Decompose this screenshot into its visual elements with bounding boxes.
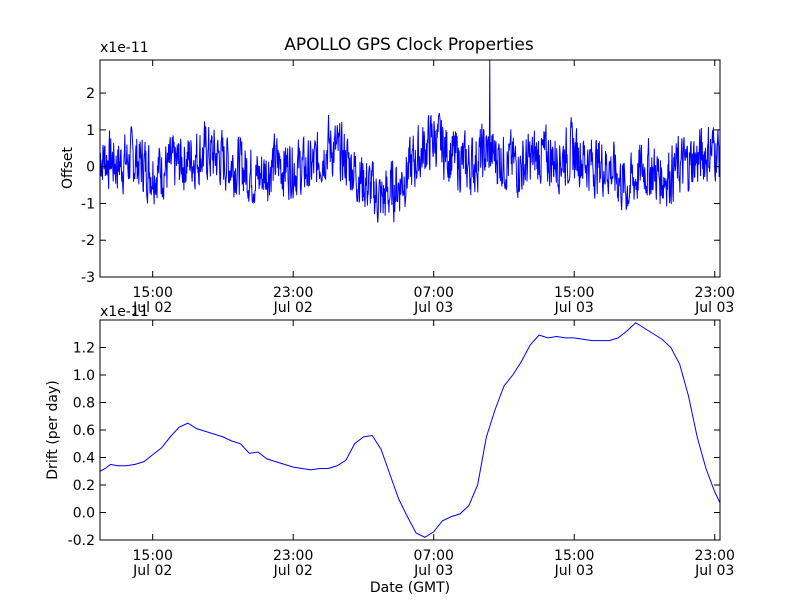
drift-y-tick-label: 0.4 [73, 451, 95, 467]
offset-plot-area [100, 60, 720, 223]
offset-x-tick-time-label: 23:00 [273, 285, 313, 301]
offset-x-tick-time-label: 15:00 [554, 285, 594, 301]
drift-x-tick-date-label: Jul 02 [273, 563, 313, 579]
drift-y-tick-label: 1.0 [73, 368, 95, 384]
offset-y-tick-label: 2 [86, 86, 95, 102]
offset-x-tick-date-label: Jul 03 [554, 300, 594, 316]
drift-scale-label: x1e-11 [100, 304, 149, 320]
drift-x-tick-time-label: 15:00 [554, 548, 594, 564]
drift-y-tick-label: 0.8 [73, 396, 95, 412]
drift-x-tick-date-label: Jul 03 [554, 563, 594, 579]
drift-x-tick-time-label: 07:00 [414, 548, 454, 564]
drift-x-tick-date-label: Jul 03 [413, 563, 453, 579]
drift-y-axis-label: Drift (per day) [45, 380, 61, 479]
offset-x-tick-time-label: 15:00 [133, 285, 173, 301]
offset-y-tick-label: -1 [81, 196, 95, 212]
drift-y-tick-label: 1.2 [73, 341, 95, 357]
offset-y-tick-label: -3 [81, 270, 95, 286]
offset-y-ticks: -3 -2 -1 0 1 2 [81, 86, 720, 286]
drift-x-tick-time-label: 23:00 [695, 548, 735, 564]
offset-y-tick-label: 0 [86, 160, 95, 176]
drift-y-ticks: -0.2 0.0 0.2 0.4 0.6 0.8 1.0 1.2 [68, 341, 720, 549]
offset-axes-frame [99, 59, 721, 278]
offset-y-axis-label: Offset [60, 146, 76, 189]
offset-x-tick-time-label: 23:00 [695, 285, 735, 301]
offset-x-tick-time-label: 07:00 [414, 285, 454, 301]
drift-y-tick-label: 0.0 [73, 506, 95, 522]
drift-x-tick-date-label: Jul 03 [694, 563, 734, 579]
offset-y-tick-label: 1 [86, 123, 95, 139]
drift-x-tick-date-label: Jul 02 [132, 563, 172, 579]
offset-x-tick-date-label: Jul 02 [132, 300, 172, 316]
offset-series-line [100, 60, 720, 223]
drift-x-tick-time-label: 23:00 [273, 548, 313, 564]
drift-plot-area [100, 322, 720, 538]
drift-x-tick-time-label: 15:00 [133, 548, 173, 564]
drift-series-line [100, 322, 720, 538]
figure-title: APOLLO GPS Clock Properties [284, 35, 534, 55]
offset-x-tick-date-label: Jul 03 [413, 300, 453, 316]
drift-y-tick-label: 0.2 [73, 478, 95, 494]
offset-scale-label: x1e-11 [100, 40, 149, 56]
x-axis-label: Date (GMT) [370, 580, 450, 596]
drift-y-tick-label: 0.6 [73, 423, 95, 439]
offset-x-tick-date-label: Jul 03 [694, 300, 734, 316]
drift-y-tick-label: -0.2 [68, 533, 95, 549]
offset-y-tick-label: -2 [81, 233, 95, 249]
offset-x-tick-date-label: Jul 02 [273, 300, 313, 316]
